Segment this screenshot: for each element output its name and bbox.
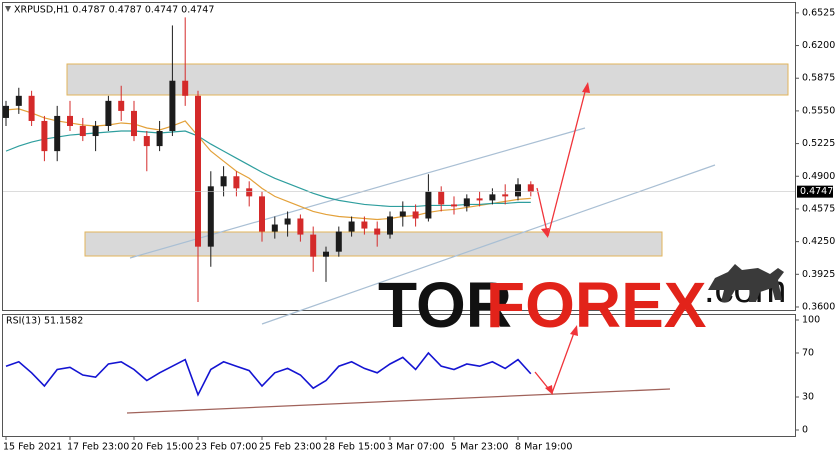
x-tick-label: 5 Mar 23:00 <box>451 442 508 453</box>
arrow-head <box>541 228 549 238</box>
candle-body <box>259 196 265 232</box>
y-tick-label: 0.5225 <box>802 138 835 149</box>
support-zone <box>84 231 663 257</box>
y-tick-label: 0.3925 <box>802 269 835 280</box>
y-tick-label: 0.4250 <box>802 236 835 247</box>
main-panel <box>2 2 796 311</box>
x-tick-label: 3 Mar 07:00 <box>387 442 444 453</box>
chart-title: XRPUSD,H1 0.4787 0.4787 0.4747 0.4747 <box>14 5 214 16</box>
rsi-trend-line <box>126 388 671 414</box>
title-icon <box>5 6 11 12</box>
candle-body <box>502 194 509 197</box>
y-tick-label: 0.3600 <box>802 301 835 312</box>
arrow-head <box>582 82 590 93</box>
y-tick-label: 0.6525 <box>802 7 835 18</box>
candle-body <box>297 218 304 235</box>
candle-body <box>233 176 240 189</box>
candle-body <box>195 95 201 247</box>
candle-body <box>54 115 61 152</box>
y-tick-label: 0.5875 <box>802 73 835 84</box>
y-tick-label: 0.4900 <box>802 171 835 182</box>
channel-upper <box>129 127 586 259</box>
candle-body <box>438 191 445 205</box>
arrows <box>126 82 671 414</box>
candle-body <box>67 115 73 126</box>
last-price-label: 0.4747 <box>800 186 833 197</box>
candle-body <box>92 125 99 137</box>
candle-body <box>399 211 406 217</box>
candle-body <box>3 105 9 118</box>
candle-body <box>425 191 432 219</box>
candle-body <box>374 228 381 235</box>
y-tick-label: 70 <box>802 348 814 359</box>
candle-body <box>220 176 227 187</box>
x-tick-label: 8 Mar 19:00 <box>515 442 572 453</box>
candle-body <box>284 218 291 225</box>
x-tick-label: 15 Feb 2021 <box>3 442 62 453</box>
candle-body <box>515 184 521 197</box>
marks <box>3 17 534 397</box>
candle-body <box>28 95 35 121</box>
moving-average <box>5 108 531 221</box>
candle-body <box>271 224 278 232</box>
logo: TOR FOREX .com <box>378 264 786 341</box>
candle-body <box>476 198 483 201</box>
logo-tor: TOR <box>378 269 512 341</box>
candle-body <box>246 188 253 197</box>
candle-body <box>451 204 457 207</box>
candle-body <box>527 184 534 192</box>
x-tick-label: 25 Feb 23:00 <box>259 442 321 453</box>
rsi-title: RSI(13) 51.1582 <box>6 316 83 327</box>
arrow-head <box>570 325 578 336</box>
candle-body <box>15 95 22 106</box>
candle-body <box>335 231 342 252</box>
candle-body <box>41 120 48 152</box>
logo-forex: FOREX <box>486 269 707 341</box>
x-tick-label: 17 Feb 23:00 <box>67 442 129 453</box>
y-tick-label: 0.5550 <box>802 105 835 116</box>
candle-body <box>118 100 125 111</box>
candle-body <box>79 125 86 137</box>
arrow-head <box>545 385 553 395</box>
candle-body <box>323 251 329 257</box>
rsi-panel <box>2 314 796 437</box>
candle-body <box>489 194 496 201</box>
y-tick-label: 0 <box>802 425 808 436</box>
candle-body <box>131 110 137 137</box>
candle-body <box>310 234 317 257</box>
candle-body <box>361 221 368 229</box>
candle-body <box>463 198 470 207</box>
x-tick-label: 28 Feb 15:00 <box>323 442 385 453</box>
rsi-line <box>5 351 532 397</box>
candle-body <box>387 216 393 235</box>
candle-body <box>156 131 163 147</box>
x-tick-label: 23 Feb 07:00 <box>195 442 257 453</box>
y-tick-label: 100 <box>802 315 820 326</box>
logo-bull <box>708 264 784 302</box>
candle-body <box>412 211 419 219</box>
y-tick-label: 0.6200 <box>802 40 835 51</box>
candle-body <box>143 136 150 147</box>
candle-body <box>348 221 355 232</box>
candle-body <box>169 80 176 132</box>
candle-body <box>182 80 189 96</box>
y-tick-label: 0.4575 <box>802 203 835 214</box>
last-price-box <box>797 185 833 198</box>
x-tick-label: 20 Feb 15:00 <box>131 442 193 453</box>
y-tick-label: 30 <box>802 392 814 403</box>
candle-body <box>207 186 214 247</box>
candle-body <box>105 100 112 126</box>
